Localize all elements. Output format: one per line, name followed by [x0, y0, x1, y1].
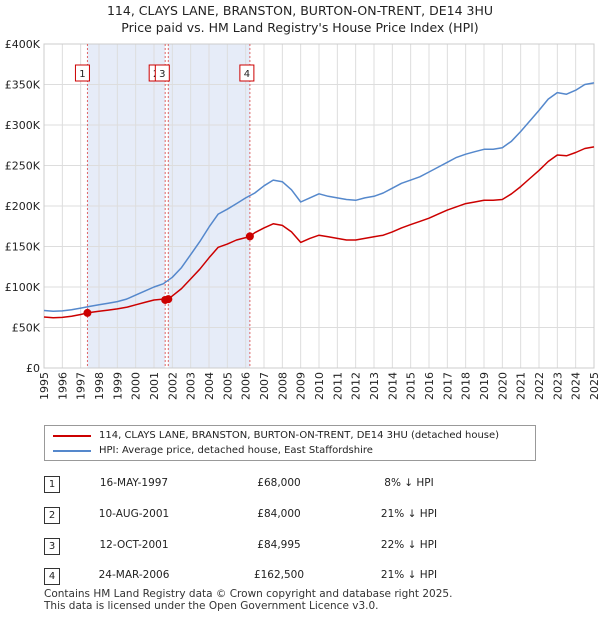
x-tick-label: 2005	[221, 372, 234, 400]
title-line-2: Price paid vs. HM Land Registry's House …	[121, 20, 479, 35]
x-tick-label: 2015	[405, 372, 418, 400]
transaction-label-text: 3	[159, 69, 165, 80]
transaction-point	[164, 295, 173, 304]
y-tick-label: £200K	[5, 200, 41, 213]
transaction-point	[83, 308, 92, 317]
x-tick-label: 1997	[75, 372, 88, 400]
transaction-price: £84,000	[257, 508, 301, 520]
transaction-number: 3	[44, 538, 60, 555]
x-tick-label: 2004	[203, 372, 216, 400]
y-tick-label: £150K	[5, 241, 41, 254]
x-tick-label: 2006	[240, 372, 253, 400]
chart-grid	[43, 43, 595, 369]
x-tick-label: 2020	[496, 372, 509, 400]
x-tick-label: 1996	[56, 372, 69, 400]
transaction-number: 2	[44, 507, 60, 524]
x-tick-label: 2011	[331, 372, 344, 400]
x-tick-label: 2000	[130, 372, 143, 400]
transaction-label-text: 4	[244, 69, 250, 80]
x-tick-label: 2012	[350, 372, 363, 400]
chart-title: 114, CLAYS LANE, BRANSTON, BURTON-ON-TRE…	[0, 2, 600, 36]
x-axis-ticks: 1995 1996 1997 1998 1999 2000 2001 2002 2003 2004…	[38, 372, 600, 400]
transaction-date: 16-MAY-1997	[99, 477, 169, 489]
chart-series	[43, 82, 595, 319]
y-tick-label: £400K	[5, 38, 41, 51]
title-line-1: 114, CLAYS LANE, BRANSTON, BURTON-ON-TRE…	[106, 3, 494, 18]
x-tick-label: 2008	[276, 372, 289, 400]
transaction-hpi-diff: 21% ↓ HPI	[380, 569, 438, 581]
transaction-number: 1	[44, 476, 60, 493]
transaction-label-boxes: 1234	[74, 64, 255, 82]
transaction-hpi-diff: 21% ↓ HPI	[380, 508, 438, 520]
transaction-hpi-diff: 22% ↓ HPI	[380, 539, 438, 551]
table-row: 4 24-MAR-2006 £162,500 21% ↓ HPI	[44, 568, 544, 588]
price-chart: £0 £50K £100K £150K £200K £250K £300K £350K £400…	[5, 38, 600, 400]
y-axis-ticks: £0 £50K £100K £150K £200K £250K £300K £350K £400…	[5, 38, 41, 375]
footer-copyright: Contains HM Land Registry data © Crown c…	[44, 588, 453, 600]
legend-swatch-property	[53, 435, 91, 437]
x-tick-label: 2019	[478, 372, 491, 400]
transaction-label-text: 1	[79, 69, 85, 80]
footer-licence: This data is licensed under the Open Gov…	[44, 600, 379, 612]
x-tick-label: 2016	[423, 372, 436, 400]
transaction-date: 10-AUG-2001	[98, 508, 170, 520]
x-tick-label: 2025	[588, 372, 600, 400]
y-tick-label: £250K	[5, 160, 41, 173]
x-tick-label: 1999	[111, 372, 124, 400]
transaction-vlines	[86, 44, 251, 368]
x-tick-label: 2009	[295, 372, 308, 400]
x-tick-label: 2001	[148, 372, 161, 400]
plot-frame	[43, 43, 595, 369]
transaction-label-box	[239, 64, 255, 82]
x-tick-label: 2021	[515, 372, 528, 400]
x-tick-label: 2002	[166, 372, 179, 400]
transaction-points	[83, 232, 254, 317]
y-tick-label: £50K	[12, 322, 41, 335]
hpi-series-line	[43, 82, 595, 313]
x-tick-label: 2024	[570, 372, 583, 400]
x-tick-label: 2013	[368, 372, 381, 400]
transaction-date: 12-OCT-2001	[99, 539, 169, 551]
transaction-label-box	[74, 64, 90, 82]
x-tick-label: 2007	[258, 372, 271, 400]
x-tick-label: 2022	[533, 372, 546, 400]
transaction-price: £162,500	[253, 569, 305, 581]
transaction-price: £68,000	[257, 477, 301, 489]
y-tick-label: £100K	[5, 281, 41, 294]
table-row: 1 16-MAY-1997 £68,000 8% ↓ HPI	[44, 476, 544, 496]
transaction-price: £84,995	[257, 539, 301, 551]
transaction-hpi-diff: 8% ↓ HPI	[384, 477, 434, 489]
transaction-number: 4	[44, 568, 60, 585]
x-tick-label: 2023	[551, 372, 564, 400]
transaction-date: 24-MAR-2006	[98, 569, 170, 581]
y-tick-label: £0	[26, 362, 40, 375]
y-tick-label: £300K	[5, 119, 41, 132]
legend-item-property: 114, CLAYS LANE, BRANSTON, BURTON-ON-TRE…	[53, 428, 523, 443]
y-tick-label: £350K	[5, 79, 41, 92]
legend: 114, CLAYS LANE, BRANSTON, BURTON-ON-TRE…	[44, 425, 536, 461]
x-tick-label: 2003	[185, 372, 198, 400]
transaction-point	[245, 232, 254, 241]
x-tick-label: 2018	[460, 372, 473, 400]
legend-label-hpi: HPI: Average price, detached house, East…	[99, 445, 373, 456]
table-row: 2 10-AUG-2001 £84,000 21% ↓ HPI	[44, 507, 544, 527]
legend-swatch-hpi	[53, 450, 91, 452]
transaction-label-box	[154, 64, 170, 82]
x-tick-label: 2014	[386, 372, 399, 400]
footer: Contains HM Land Registry data © Crown c…	[44, 588, 452, 612]
x-tick-label: 1998	[93, 372, 106, 400]
x-tick-label: 2010	[313, 372, 326, 400]
legend-item-hpi: HPI: Average price, detached house, East…	[53, 443, 523, 458]
x-tick-label: 2017	[441, 372, 454, 400]
x-tick-label: 1995	[38, 372, 51, 400]
legend-label-property: 114, CLAYS LANE, BRANSTON, BURTON-ON-TRE…	[99, 430, 500, 441]
table-row: 3 12-OCT-2001 £84,995 22% ↓ HPI	[44, 538, 544, 558]
property-series-line	[43, 146, 595, 319]
